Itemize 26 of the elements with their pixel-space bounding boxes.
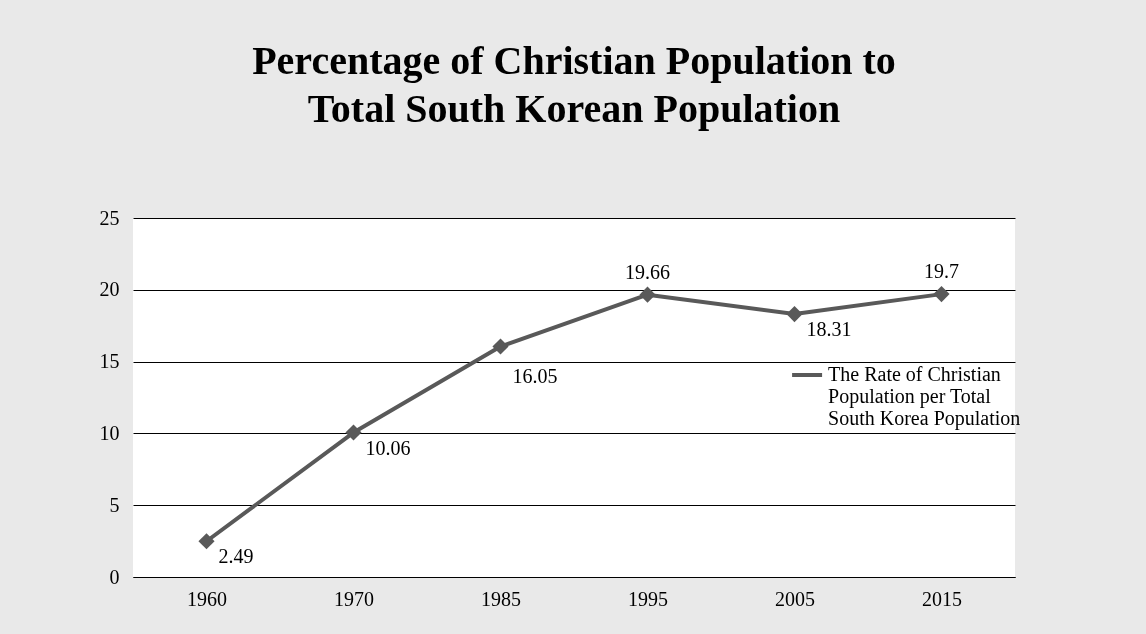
x-tick-label: 1985 (481, 587, 521, 610)
point (492, 338, 509, 355)
data-label: 16.05 (512, 364, 558, 387)
x-tick-label: 2015 (922, 587, 962, 610)
legend-label: The Rate of Christian Population per Total South Korea Population (828, 363, 1021, 431)
point (345, 424, 362, 441)
data-label: 10.06 (365, 436, 411, 459)
point (786, 306, 803, 323)
x-tick-label: 1970 (334, 587, 374, 610)
point (198, 533, 215, 550)
y-tick-label: 5 (109, 493, 120, 516)
data-label: 19.66 (625, 260, 670, 283)
point (639, 286, 656, 303)
data-label: 2.49 (218, 545, 254, 568)
x-tick-label: 1995 (628, 587, 668, 610)
data-label: 18.31 (806, 318, 852, 341)
y-tick-label: 25 (99, 206, 120, 229)
x-tick-label: 2005 (775, 587, 815, 610)
y-tick-label: 10 (99, 421, 120, 444)
x-tick-label: 1960 (187, 587, 227, 610)
data-label: 19.7 (924, 260, 959, 283)
y-tick-label: 20 (99, 278, 120, 301)
chart-title: Percentage of Christian Population to Total South Korean Population (252, 38, 896, 131)
point (933, 286, 950, 303)
y-tick-label: 0 (109, 565, 120, 588)
y-tick-label: 15 (99, 350, 120, 373)
